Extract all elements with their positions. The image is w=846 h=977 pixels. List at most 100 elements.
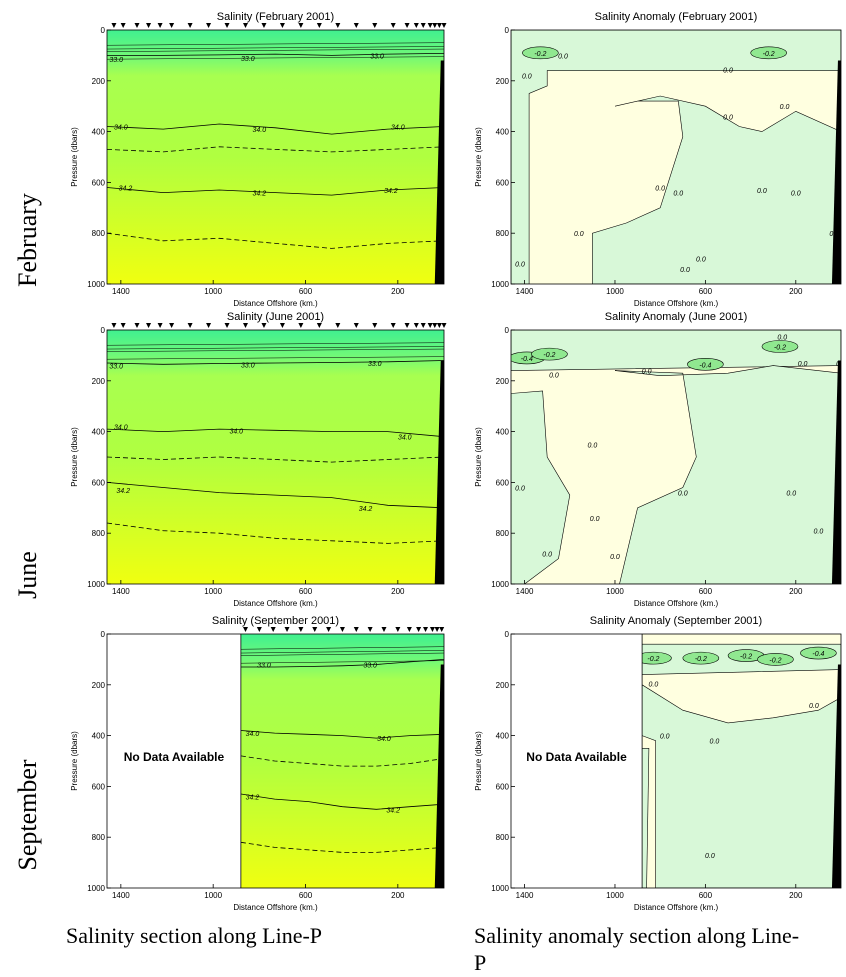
station-marker	[134, 323, 140, 328]
station-marker	[335, 323, 341, 328]
x-tick-label: 200	[391, 587, 405, 596]
row-label-september: September	[13, 759, 42, 871]
contour-line	[240, 646, 444, 650]
station-marker	[187, 23, 193, 28]
contour-label: -0.4	[812, 651, 824, 658]
contour-label: -0.2	[534, 51, 546, 58]
contour-label: 0.0	[549, 372, 559, 379]
contour-label: 0.0	[798, 361, 808, 368]
strong-negative-blob	[682, 651, 720, 665]
y-tick-label: 400	[496, 732, 510, 741]
plot-frame	[106, 633, 445, 889]
y-tick-label: 0	[505, 630, 510, 639]
station-marker	[404, 23, 410, 28]
contour-label: 0.0	[680, 267, 690, 274]
contour-label: 33.0	[109, 364, 123, 371]
station-marker	[224, 23, 230, 28]
x-axis-label: Distance Offshore (km.)	[233, 903, 318, 912]
station-marker	[427, 323, 433, 328]
y-tick-label: 200	[496, 77, 510, 86]
contour-label: 34.0	[114, 125, 128, 132]
y-axis-label: Pressure (dbars)	[70, 127, 79, 187]
y-tick-label: 0	[101, 326, 106, 335]
contour-line	[107, 360, 444, 365]
station-marker	[326, 627, 332, 632]
contour-label: 0.0	[515, 485, 525, 492]
contour-label: -0.2	[769, 657, 781, 664]
panel-title: Salinity (June 2001)	[227, 311, 324, 323]
panel-content-5: -0.2 0.0 -0.2 -0.2 -0.2 -0.4 0.0 0.0 0.0 0.0	[642, 634, 841, 888]
contour-line	[107, 46, 444, 50]
contour-label: 0.0	[673, 191, 683, 198]
contour-line	[240, 841, 444, 853]
contour-label: 0.0	[558, 53, 568, 60]
station-marker	[441, 23, 447, 28]
y-tick-label: 800	[92, 229, 106, 238]
contour-label: 0.0	[642, 369, 652, 376]
x-axis-label: Distance Offshore (km.)	[233, 299, 318, 308]
contour-line	[107, 348, 444, 352]
station-marker	[146, 323, 152, 328]
station-marker	[353, 23, 359, 28]
station-marker	[298, 23, 304, 28]
contour-label: 33.0	[368, 361, 382, 368]
panel-content-4: 33.0 33.0 34.0 34.0 34.2 34.2	[240, 634, 444, 888]
contour-label: 0.0	[780, 104, 790, 111]
land-mask	[434, 360, 444, 584]
contour-label: 34.0	[246, 731, 260, 738]
panel-4: 33.0 33.0 34.0 34.0 34.2 34.2 No Data Availabl…	[70, 615, 445, 912]
station-marker	[436, 323, 442, 328]
station-marker	[120, 23, 126, 28]
station-marker	[390, 323, 396, 328]
y-tick-label: 600	[496, 478, 510, 487]
contour-line	[107, 123, 444, 135]
contour-label: 0.0	[590, 516, 600, 523]
y-tick-label: 200	[496, 681, 510, 690]
contour-line	[107, 428, 444, 438]
y-tick-label: 200	[92, 77, 106, 86]
station-marker	[353, 627, 359, 632]
y-tick-label: 800	[496, 833, 510, 842]
contour-label: -0.2	[763, 51, 775, 58]
y-tick-label: 1000	[491, 884, 509, 893]
y-axis-label: Pressure (dbars)	[474, 731, 483, 791]
plot-frame	[510, 329, 842, 585]
station-marker	[420, 23, 426, 28]
contour-label: 0.0	[588, 442, 598, 449]
contour-label: 34.2	[386, 807, 400, 814]
station-marker	[432, 23, 438, 28]
y-tick-label: 1000	[87, 580, 105, 589]
contour-label: -0.2	[740, 654, 752, 661]
x-tick-label: 600	[699, 587, 713, 596]
x-tick-label: 600	[299, 891, 313, 900]
station-marker	[423, 627, 429, 632]
contour-label: 34.2	[253, 191, 267, 198]
contour-label: -0.4	[521, 356, 533, 363]
station-marker	[298, 627, 304, 632]
contour-label: 34.2	[384, 188, 398, 195]
contour-label: 0.0	[522, 74, 532, 81]
contour-label: 0.0	[809, 703, 819, 710]
station-marker	[404, 323, 410, 328]
row-label-february: February	[13, 193, 42, 287]
y-tick-label: 0	[505, 326, 510, 335]
contour-label: 0.0	[723, 67, 733, 74]
y-tick-label: 0	[101, 26, 106, 35]
station-marker	[261, 23, 267, 28]
station-marker	[427, 23, 433, 28]
station-marker	[224, 323, 230, 328]
station-marker	[206, 323, 212, 328]
panel-content-0: 33.0 33.0 33.0 34.0 34.0 34.0 34.2 34.2 34.2	[107, 30, 444, 284]
contour-label: 33.0	[241, 362, 255, 369]
y-tick-label: 1000	[491, 580, 509, 589]
contour-label: 33.0	[109, 57, 123, 64]
land-mask	[434, 60, 444, 284]
land-mask	[831, 360, 841, 584]
station-marker	[242, 627, 248, 632]
contour-label: 0.0	[655, 185, 665, 192]
y-axis-label: Pressure (dbars)	[70, 731, 79, 791]
contour-label: 0.0	[660, 734, 670, 741]
station-marker	[413, 23, 419, 28]
strong-negative-blob	[761, 340, 799, 353]
contour-label: 0.0	[836, 361, 846, 368]
